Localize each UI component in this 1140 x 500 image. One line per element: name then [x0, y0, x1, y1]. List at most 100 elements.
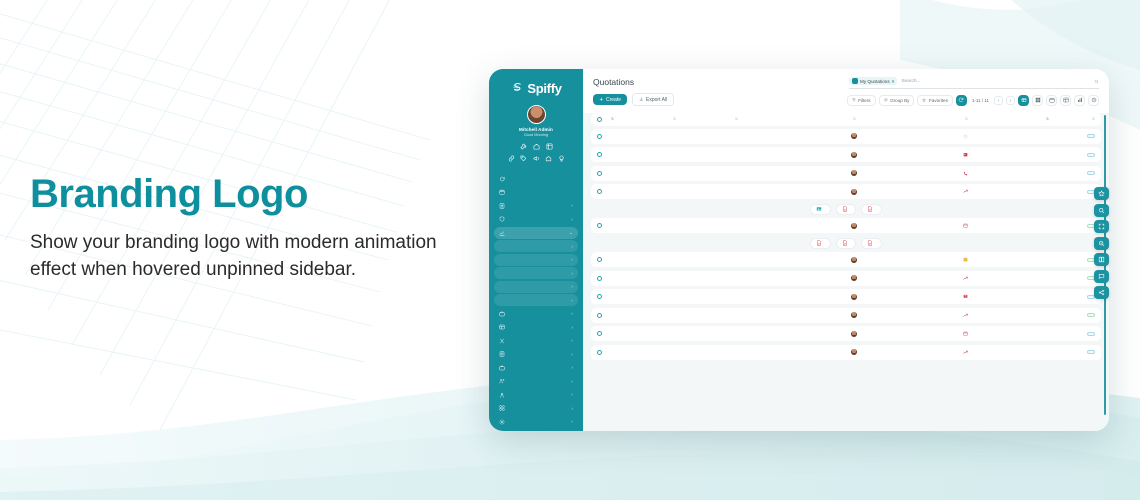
row-checkbox[interactable]: [597, 349, 609, 355]
list-view-icon: [1021, 98, 1026, 102]
prev-page-button[interactable]: ‹: [994, 95, 1003, 105]
sidebar-item-recruitment[interactable]: ›: [494, 389, 578, 401]
cell-next-activity: [963, 152, 989, 157]
attachment-chip[interactable]: [835, 237, 857, 249]
upsell-icon: [963, 189, 968, 193]
filter-chip-my-quotations[interactable]: My Quotations ×: [849, 77, 898, 85]
expand-tool-button[interactable]: [1094, 220, 1109, 233]
table-row[interactable]: [591, 252, 1101, 268]
row-checkbox[interactable]: [597, 257, 609, 262]
attachment-chip[interactable]: [810, 237, 831, 249]
sidebar-item-contacts[interactable]: ›: [494, 200, 578, 212]
row-checkbox[interactable]: [597, 152, 609, 157]
row-checkbox[interactable]: [597, 331, 609, 336]
filters-button[interactable]: Filters: [846, 94, 876, 106]
sidebar-item-crm[interactable]: ›: [494, 213, 578, 225]
sidebar-item-orders[interactable]: ›: [494, 240, 578, 252]
sidebar-item-sales[interactable]: ⌄: [494, 226, 578, 239]
next-page-button[interactable]: ›: [1006, 95, 1015, 105]
row-checkbox[interactable]: [597, 170, 609, 176]
cell-status: [1049, 257, 1095, 262]
view-activity-button[interactable]: [1088, 94, 1099, 106]
attachment-chip[interactable]: [861, 203, 882, 215]
attachment-chip[interactable]: [861, 237, 882, 249]
row-checkbox[interactable]: [597, 312, 609, 318]
pivot-view-icon: [1063, 97, 1068, 103]
groupby-button[interactable]: Group By: [878, 94, 915, 106]
sidebar-item-products[interactable]: ›: [494, 267, 578, 279]
wrench-icon[interactable]: [519, 143, 527, 150]
avatar[interactable]: [526, 105, 546, 124]
brand-logo[interactable]: Spiffy: [489, 78, 583, 98]
sidebar-item-configuration[interactable]: ›: [494, 294, 578, 306]
table-row[interactable]: [591, 218, 1101, 234]
favorites-button[interactable]: Favorites: [917, 94, 953, 106]
expand-tool-icon: [1098, 223, 1105, 230]
sidebar-item-employees[interactable]: ›: [494, 375, 578, 387]
column-header-creation-date[interactable]: ⇅: [671, 117, 733, 121]
table-row[interactable]: [591, 147, 1101, 163]
close-icon[interactable]: ×: [891, 78, 895, 84]
attachment-chip[interactable]: [835, 203, 857, 215]
create-button[interactable]: Create: [593, 94, 628, 105]
column-header-next-activity[interactable]: ⇅: [963, 117, 989, 121]
sidebar-item-inventory[interactable]: ›: [494, 321, 578, 333]
column-header-status[interactable]: ⇅: [1049, 117, 1095, 121]
view-graph-button[interactable]: [1074, 94, 1085, 106]
zoom-tool-button[interactable]: [1094, 236, 1109, 250]
table-row[interactable]: [591, 344, 1101, 361]
bulb-icon[interactable]: [558, 155, 565, 162]
row-checkbox[interactable]: [597, 275, 609, 281]
sidebar-item-calendar[interactable]: [494, 186, 578, 198]
column-header-total[interactable]: ⇅: [989, 117, 1049, 121]
cell-salesperson: [851, 133, 963, 139]
export-all-button[interactable]: Export All: [632, 93, 675, 106]
search-icon[interactable]: [1094, 79, 1099, 84]
column-header-number[interactable]: ⇅: [609, 117, 671, 121]
row-checkbox[interactable]: [597, 223, 609, 228]
search-tool-button[interactable]: [1094, 203, 1109, 217]
link-icon[interactable]: [508, 155, 515, 162]
sidebar-item-to-invoice[interactable]: ›: [494, 253, 578, 266]
table-row[interactable]: [591, 289, 1101, 305]
book-tool-button[interactable]: [1094, 253, 1109, 266]
refresh-button[interactable]: [955, 94, 967, 106]
search-input[interactable]: Search...: [901, 78, 921, 84]
status-badge: [1087, 331, 1095, 336]
view-list-button[interactable]: [1018, 94, 1029, 106]
table-row[interactable]: [591, 165, 1101, 182]
column-header-customer[interactable]: ⇅: [733, 117, 851, 121]
row-checkbox[interactable]: [597, 294, 609, 299]
star-tool-button[interactable]: [1094, 187, 1109, 200]
share-tool-button[interactable]: [1094, 286, 1109, 299]
view-kanban-button[interactable]: [1032, 94, 1043, 106]
megaphone-icon[interactable]: [533, 155, 540, 162]
sidebar-item-invoicing[interactable]: ›: [494, 348, 578, 360]
sidebar-item-apps[interactable]: ›: [494, 402, 578, 414]
view-pivot-button[interactable]: [1060, 94, 1071, 106]
row-checkbox[interactable]: [597, 133, 609, 139]
view-calendar-button[interactable]: [1046, 94, 1057, 106]
sidebar-item-project[interactable]: ›: [494, 362, 578, 374]
sidebar-item-reporting[interactable]: ›: [494, 280, 578, 293]
attachment-chip[interactable]: [810, 203, 831, 215]
home-icon[interactable]: [533, 143, 540, 150]
grid-icon[interactable]: [546, 143, 553, 150]
table-row[interactable]: [591, 184, 1101, 200]
table-row[interactable]: [591, 270, 1101, 287]
search-bar[interactable]: My Quotations × Search...: [849, 77, 1099, 89]
sidebar-item-discuss[interactable]: [494, 173, 578, 185]
contacts-icon: [499, 203, 505, 208]
column-header-salesperson[interactable]: ⇅: [851, 117, 963, 121]
chat-tool-button[interactable]: [1094, 269, 1109, 283]
house-icon[interactable]: [545, 155, 552, 162]
table-row[interactable]: [591, 128, 1101, 145]
sidebar-item-settings[interactable]: ›: [494, 416, 578, 428]
table-row[interactable]: [591, 307, 1101, 324]
tag-icon[interactable]: [520, 155, 527, 162]
sidebar-item-manufacturing[interactable]: ›: [494, 335, 578, 347]
row-checkbox[interactable]: [597, 189, 609, 194]
sidebar-item-purchase[interactable]: ›: [494, 308, 578, 320]
select-all-checkbox[interactable]: [597, 116, 609, 122]
table-row[interactable]: [591, 326, 1101, 342]
